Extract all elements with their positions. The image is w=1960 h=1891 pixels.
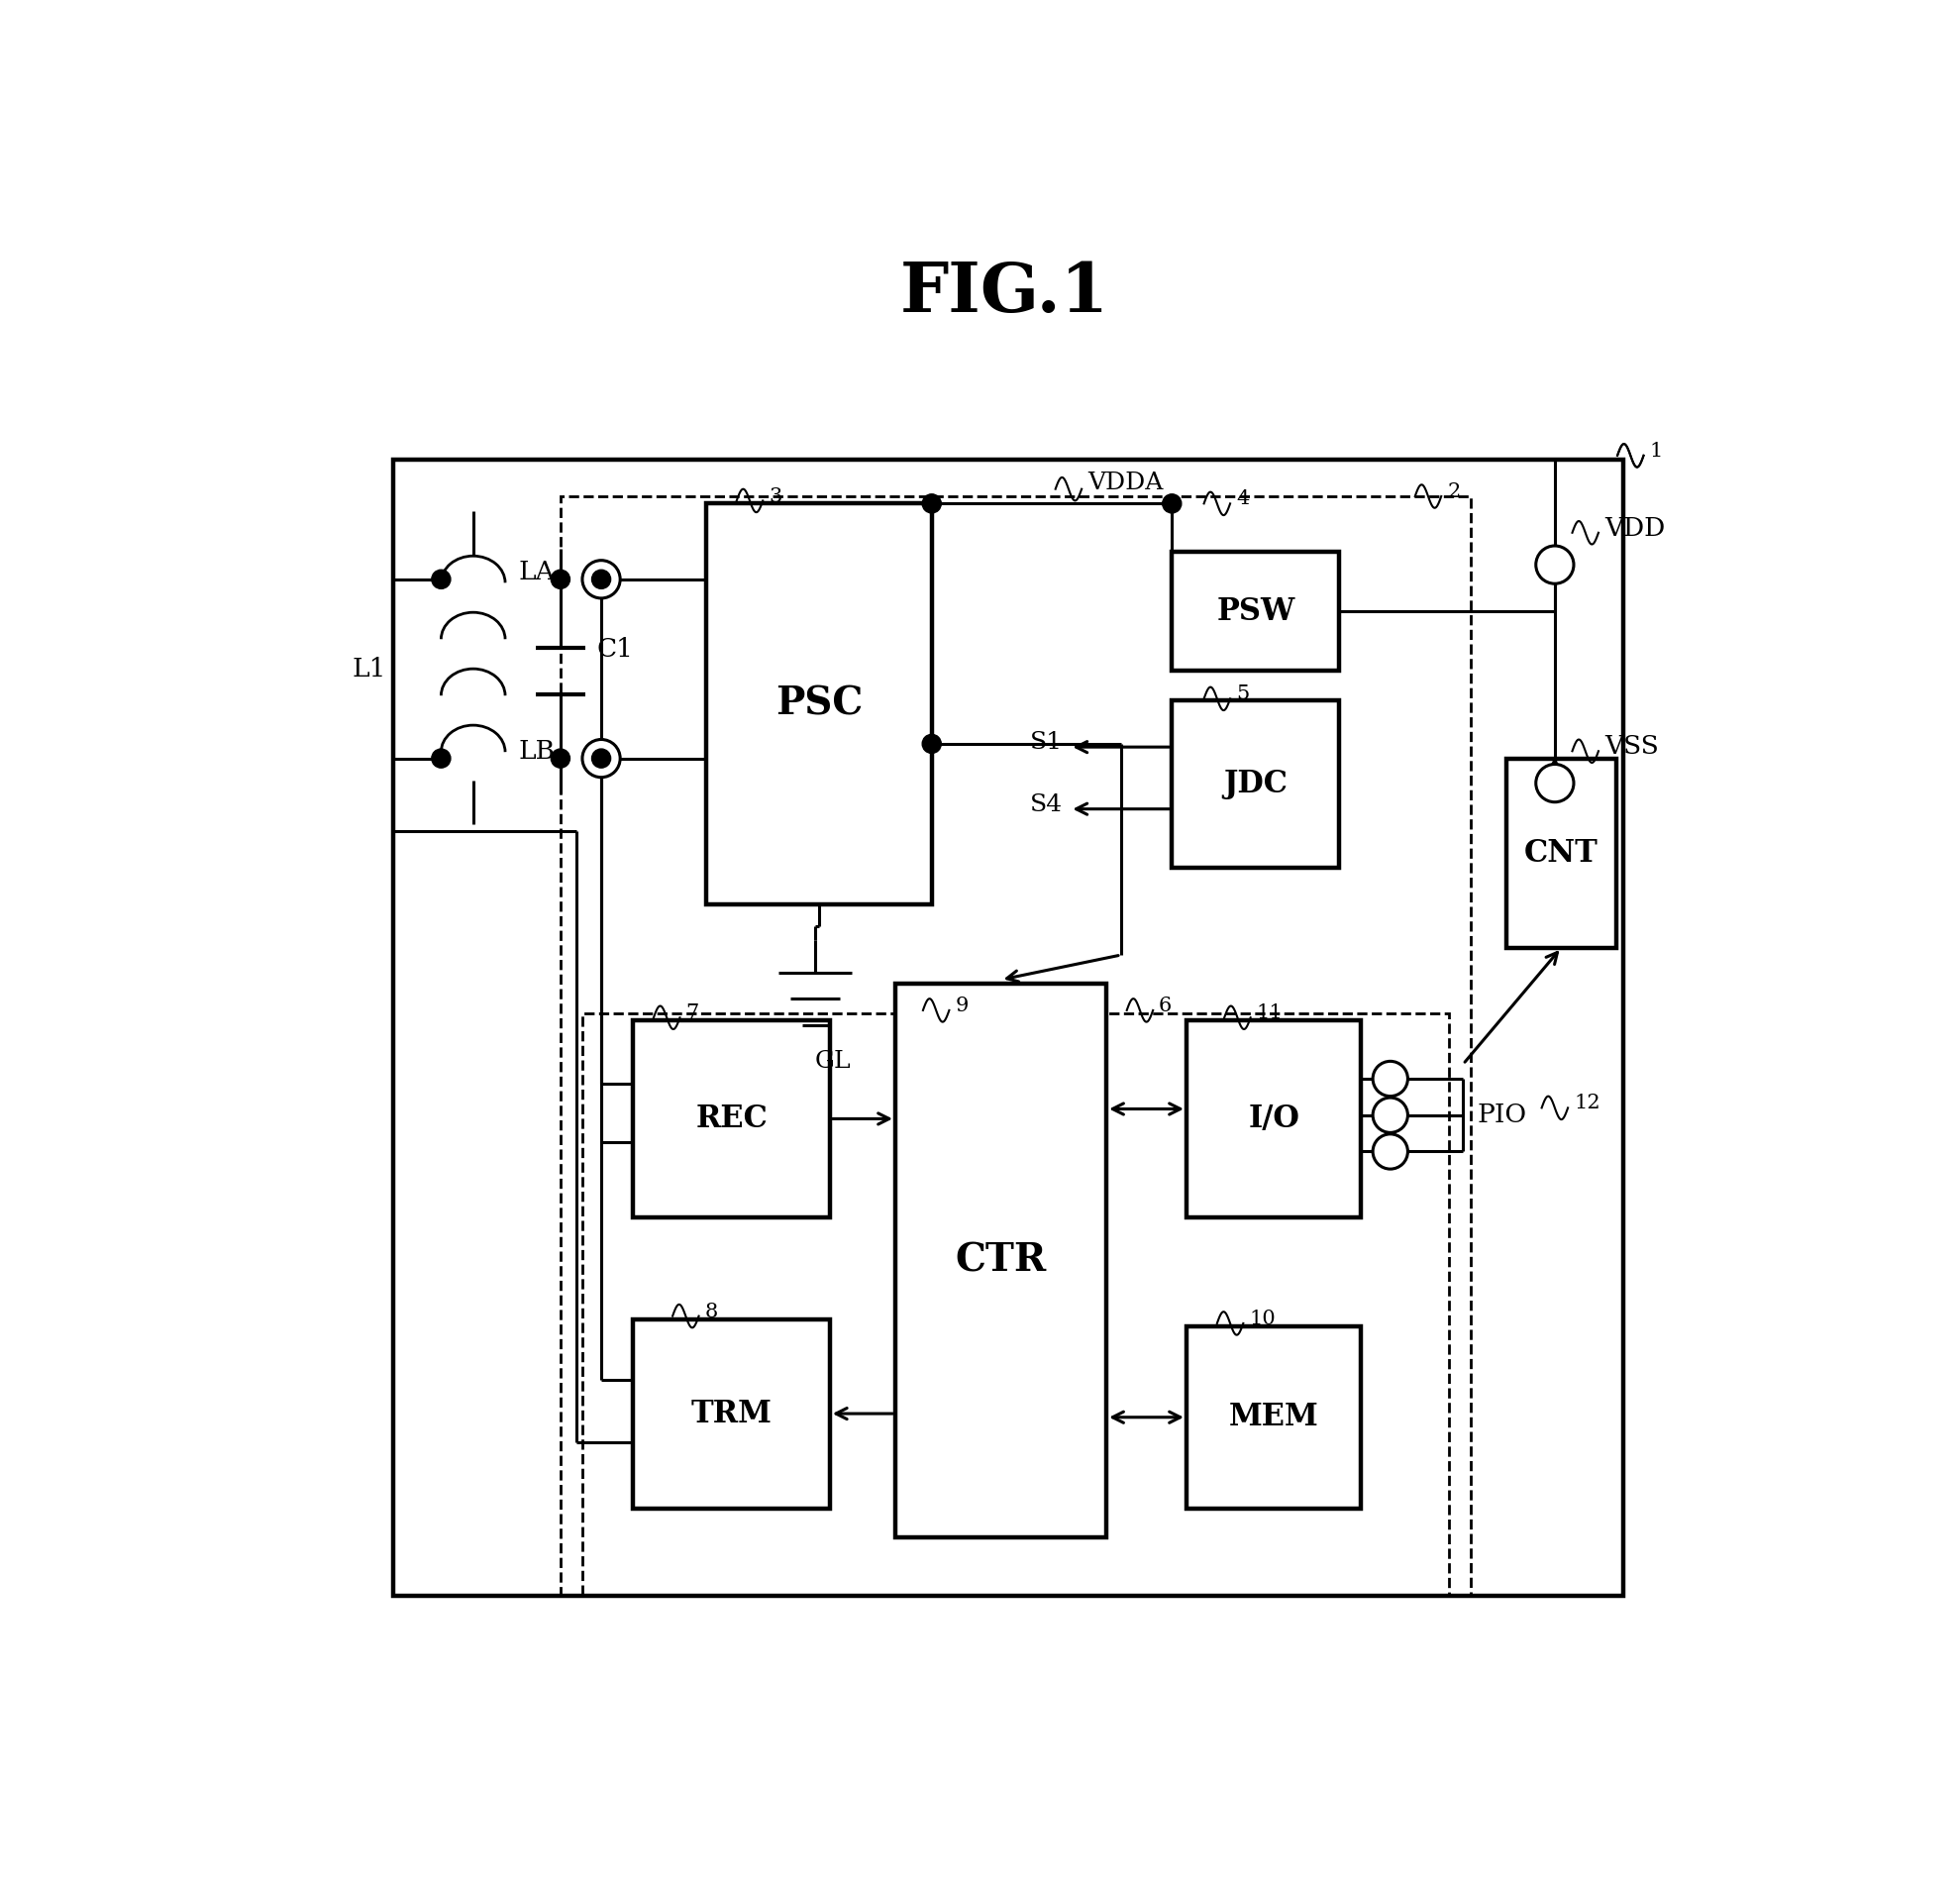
FancyBboxPatch shape (1172, 552, 1339, 671)
Circle shape (923, 494, 941, 512)
Text: 12: 12 (1574, 1095, 1599, 1114)
Circle shape (1372, 1061, 1407, 1097)
Text: PSW: PSW (1217, 596, 1296, 626)
Text: 2: 2 (1446, 482, 1460, 501)
Circle shape (592, 749, 612, 768)
Text: 4: 4 (1237, 490, 1249, 509)
Circle shape (551, 569, 570, 588)
FancyBboxPatch shape (1186, 1326, 1360, 1509)
Circle shape (431, 749, 451, 768)
Circle shape (1537, 546, 1574, 584)
Circle shape (923, 734, 941, 753)
Circle shape (582, 739, 619, 777)
FancyBboxPatch shape (1172, 700, 1339, 868)
FancyBboxPatch shape (706, 503, 931, 904)
Text: VSS: VSS (1605, 734, 1658, 758)
Text: S1: S1 (1031, 732, 1062, 755)
Circle shape (1372, 1135, 1407, 1169)
FancyBboxPatch shape (1186, 1021, 1360, 1218)
FancyBboxPatch shape (633, 1021, 829, 1218)
Text: 6: 6 (1158, 997, 1172, 1015)
Text: CTR: CTR (955, 1242, 1047, 1280)
Text: PIO: PIO (1478, 1102, 1527, 1127)
Text: TRM: TRM (692, 1397, 772, 1430)
Text: 9: 9 (955, 997, 968, 1015)
Text: 10: 10 (1249, 1310, 1276, 1327)
Circle shape (592, 569, 612, 588)
Circle shape (582, 560, 619, 598)
Text: REC: REC (696, 1104, 768, 1135)
Circle shape (551, 749, 570, 768)
Text: 8: 8 (704, 1303, 717, 1322)
Circle shape (1372, 1097, 1407, 1133)
FancyBboxPatch shape (633, 1320, 829, 1509)
Text: JDC: JDC (1223, 768, 1288, 800)
Text: 7: 7 (686, 1004, 700, 1023)
Text: VDDA: VDDA (1088, 471, 1162, 495)
Text: 3: 3 (768, 486, 782, 505)
Text: S4: S4 (1029, 792, 1062, 817)
Text: L1: L1 (351, 656, 386, 681)
Text: LB: LB (517, 739, 555, 764)
Text: LA: LA (517, 560, 555, 584)
FancyBboxPatch shape (896, 983, 1105, 1537)
Circle shape (431, 569, 451, 588)
Circle shape (1162, 494, 1182, 512)
FancyBboxPatch shape (394, 460, 1623, 1596)
FancyBboxPatch shape (1507, 758, 1615, 947)
Text: I/O: I/O (1249, 1104, 1299, 1135)
Text: VDD: VDD (1605, 516, 1664, 541)
Text: 1: 1 (1650, 442, 1662, 461)
Text: 5: 5 (1237, 685, 1249, 703)
Text: MEM: MEM (1229, 1401, 1319, 1433)
Circle shape (1537, 764, 1574, 802)
Text: PSC: PSC (774, 685, 862, 722)
Text: GL: GL (815, 1050, 851, 1072)
Text: 11: 11 (1256, 1004, 1284, 1023)
Text: C1: C1 (598, 637, 633, 662)
Text: FIG.1: FIG.1 (900, 259, 1109, 325)
Text: CNT: CNT (1525, 838, 1599, 868)
